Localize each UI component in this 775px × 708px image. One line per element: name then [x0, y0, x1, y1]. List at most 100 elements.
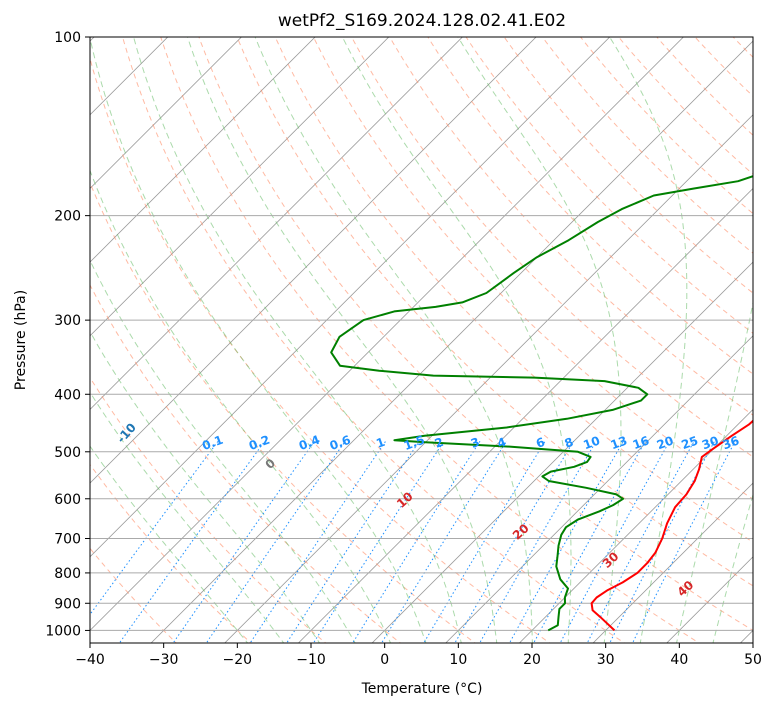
dry-adiabat-line [90, 56, 551, 643]
dry-adiabat-line [656, 37, 753, 136]
pressure-grid [90, 37, 753, 631]
moist-adiabat-line [341, 37, 572, 643]
mixing-ratio-label: 4 [495, 435, 508, 451]
y-tick-label: 400 [54, 387, 81, 403]
y-tick-label: 800 [54, 566, 81, 582]
y-tick-label: 300 [54, 313, 81, 329]
dry-adiabat-line [312, 37, 753, 500]
isotherm-line [739, 629, 753, 643]
chart-title: wetPf2_S169.2024.128.02.41.E02 [278, 11, 566, 31]
mixing-ratio-label: 1 [374, 435, 387, 451]
dry-adiabat-line [90, 284, 402, 643]
isotherm-line [371, 261, 753, 643]
moist-adiabat-line [457, 37, 622, 643]
moist-adiabat-label: 20 [510, 521, 532, 543]
dry-adiabat-line [90, 376, 327, 643]
dry-adiabat-line [90, 181, 476, 643]
y-tick-label: 600 [54, 492, 81, 508]
dry-adiabat-line [732, 37, 753, 58]
x-tick-label: 40 [670, 652, 688, 668]
mixing-ratio-label: 36 [721, 433, 741, 452]
mixing-ratio-label: 20 [655, 433, 675, 452]
plot-frame [89, 36, 754, 644]
dry-adiabat-line [694, 37, 753, 97]
mixing-ratio-line [508, 441, 624, 643]
mixing-ratio-line [172, 441, 315, 643]
mixing-ratio-label: 1.5 [402, 433, 427, 453]
moist-adiabat-label: 30 [600, 549, 622, 571]
isotherm-line [90, 37, 684, 631]
x-tick-label: −10 [296, 652, 326, 668]
dry-adiabat-line [351, 37, 753, 458]
dry-adiabat-line [579, 37, 753, 215]
axes: −40 −30 −20 −10 0 10 20 30 40 50 100 200 300 400 500 60… [45, 30, 762, 668]
dry-adiabat-line [198, 37, 753, 632]
isotherm-line [518, 408, 753, 643]
dry-adiabat-line [541, 37, 753, 254]
mixing-ratio-line [249, 441, 387, 643]
dry-adiabat-label: -10 [114, 420, 139, 445]
y-tick-label: 900 [54, 596, 81, 612]
mixing-ratio-label: 16 [631, 433, 651, 452]
isotherm-line [150, 40, 753, 643]
mixing-ratio-label: 2 [433, 435, 446, 451]
mixing-ratio-line [312, 441, 445, 643]
dry-adiabat-line [90, 463, 252, 643]
x-tick-label: 30 [597, 652, 615, 668]
dry-adiabat-line [617, 37, 753, 175]
dry-adiabat-line [465, 37, 753, 334]
mixing-ratio-label: 0.6 [328, 433, 353, 453]
background-lines [90, 27, 775, 646]
isotherm-line [90, 37, 316, 263]
x-tick-label: −40 [75, 652, 105, 668]
moist-adiabat-line [90, 391, 285, 643]
dry-adiabat-line [761, 27, 775, 646]
isotherm-line [90, 37, 463, 410]
isotherm-line [90, 37, 242, 189]
mixing-ratio-line [286, 441, 420, 643]
dry-adiabat-line [427, 37, 753, 375]
dewpoint-line [330, 175, 753, 632]
moist-adiabat-line [133, 37, 462, 643]
mixing-ratio-line [559, 441, 670, 643]
moist-adiabat-line [90, 169, 392, 643]
mixing-ratio-label: 25 [680, 433, 700, 452]
dry-adiabat-line [274, 37, 753, 543]
moist-adiabat-line [676, 300, 753, 643]
moist-adiabat-label: 40 [675, 578, 697, 600]
y-tick-label: 1000 [45, 623, 81, 639]
mixing-ratio-label: 8 [563, 435, 576, 451]
mixing-ratio-label: 30 [700, 433, 720, 452]
mixing-ratio-line [423, 441, 546, 643]
y-tick-label: 200 [54, 209, 81, 225]
x-tick-label: −30 [149, 652, 179, 668]
x-tick-label: 10 [449, 652, 467, 668]
isotherm-line [90, 37, 537, 484]
dry-adiabat-line [236, 37, 753, 587]
y-tick-label: 500 [54, 445, 81, 461]
profiles [330, 175, 753, 632]
moist-adiabat-line [90, 259, 356, 643]
mixing-ratio-line [352, 441, 481, 643]
isotherm-line [224, 114, 753, 643]
mixing-ratio-label: 10 [581, 433, 601, 452]
moist-adiabat-line [712, 493, 753, 643]
line-labels: -100-90-80-70-60-50-40-30-20-10010203040… [114, 420, 741, 600]
isotherm-line [297, 187, 753, 643]
mixing-ratio-line [381, 441, 507, 643]
isotherm-line [592, 482, 753, 643]
mixing-ratio-label: 3 [469, 435, 482, 451]
isotherm-line [90, 37, 611, 558]
mixing-ratio-label: 13 [609, 433, 629, 452]
mixing-ratio-line [479, 441, 597, 643]
dry-adiabat-line [122, 37, 626, 643]
x-tick-label: 0 [380, 652, 389, 668]
moist-adiabat-line [90, 445, 249, 643]
dry-adiabat-line [389, 37, 753, 416]
x-axis-label: Temperature (°C) [361, 681, 483, 697]
y-tick-label: 700 [54, 532, 81, 548]
mixing-ratio-label: 0.2 [247, 433, 272, 453]
isotherm-line [445, 335, 753, 643]
y-axis-label: Pressure (hPa) [13, 290, 29, 390]
